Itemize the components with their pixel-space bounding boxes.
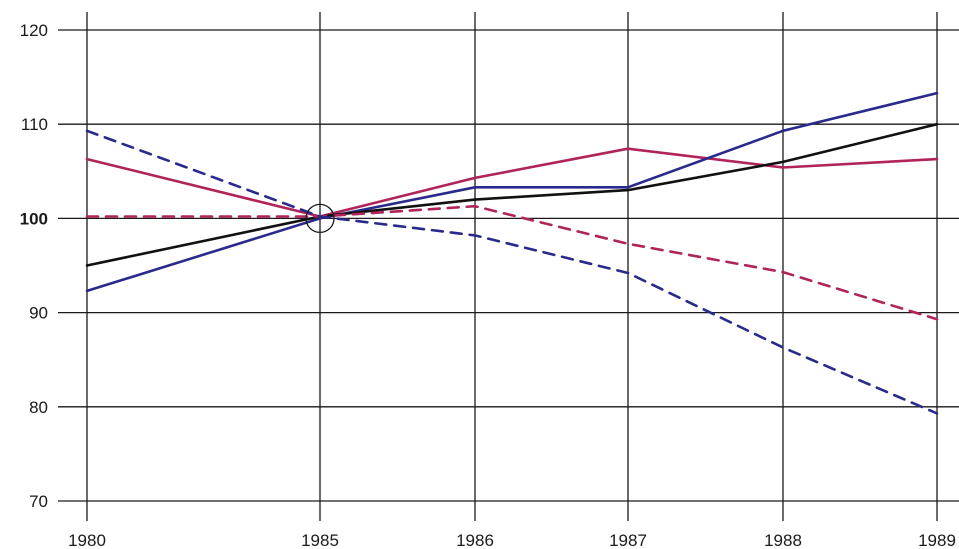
- y-tick-label-110: 110: [21, 115, 48, 134]
- y-tick-label-100: 100: [20, 209, 48, 228]
- tick-labels: 70 80 90 100 110 120 1980 1985 1986 1987 1988 1989: [20, 21, 956, 549]
- y-tick-label-80: 80: [29, 398, 48, 417]
- marker-group: [305, 203, 335, 234]
- series-line-4-dashed: [85, 204, 939, 321]
- series-line-2-solid: [85, 91, 939, 293]
- reference-circle-marker: [305, 203, 335, 234]
- y-tick-label-90: 90: [29, 304, 48, 323]
- x-tick-label-1980: 1980: [68, 531, 106, 549]
- x-tick-label-1986: 1986: [456, 531, 494, 549]
- series-group: [85, 91, 939, 415]
- y-tick-label-70: 70: [29, 492, 48, 511]
- x-tick-label-1988: 1988: [764, 531, 802, 549]
- series-line-3-solid: [85, 122, 939, 267]
- series-line-1-solid: [85, 147, 939, 218]
- y-tick-label-120: 120: [20, 21, 48, 40]
- series-line-5-dashed: [85, 129, 939, 415]
- x-tick-label-1987: 1987: [609, 531, 647, 549]
- x-tick-label-1985: 1985: [301, 531, 339, 549]
- grid: [58, 12, 959, 521]
- x-tick-label-1989: 1989: [918, 531, 956, 549]
